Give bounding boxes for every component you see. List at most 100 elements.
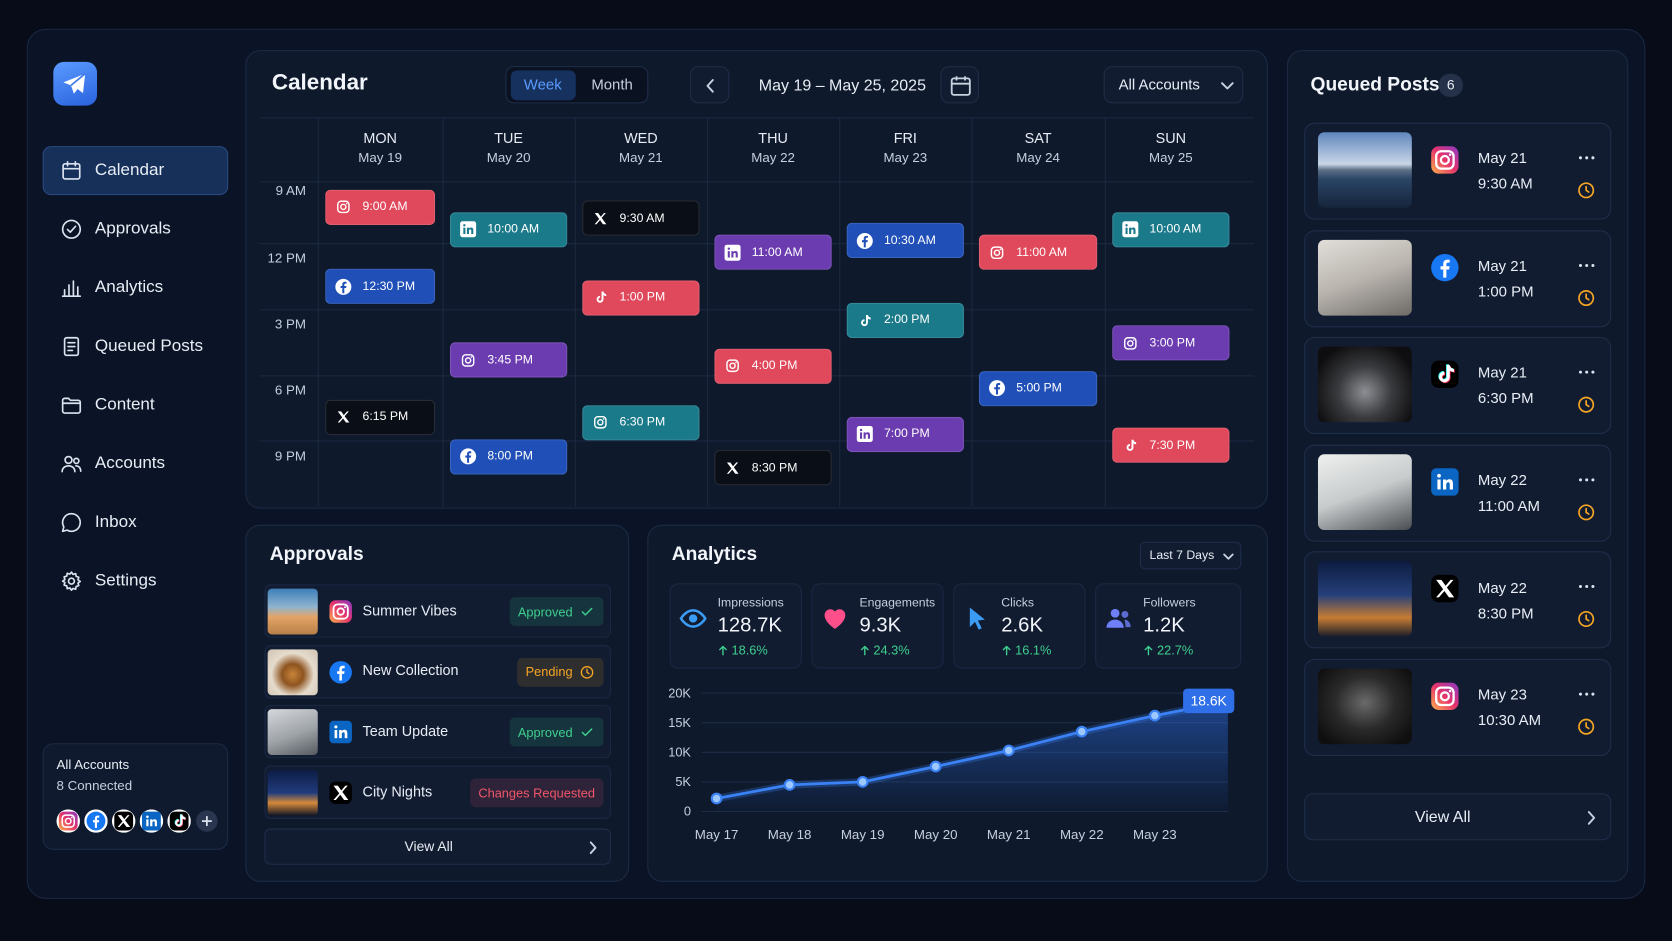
nav-label: Accounts — [94, 454, 166, 473]
account-icon[interactable] — [56, 809, 80, 833]
post-menu-button-part — [1578, 156, 1595, 160]
scheduled-icon — [1576, 287, 1596, 307]
queued-count: 6 — [1438, 73, 1464, 98]
nav-item[interactable] — [42, 146, 229, 196]
stat-value: 1.2K — [1143, 613, 1185, 637]
nav-icon — [60, 569, 83, 592]
post-thumbnail — [1317, 132, 1412, 208]
post-platform-icon-part-part — [1443, 479, 1453, 490]
day-date: May 23 — [883, 150, 928, 166]
event-time: 9:30 AM — [619, 211, 665, 225]
approval-row[interactable] — [264, 584, 612, 638]
post-platform-icon-part — [1431, 253, 1459, 281]
post-date: May 23 — [1477, 685, 1527, 703]
event-platform-icon-part-part — [726, 359, 739, 373]
range-dropdown[interactable] — [1139, 541, 1242, 570]
calendar-event[interactable] — [846, 223, 964, 259]
nav-icon-part — [61, 571, 82, 591]
status-icon-part-part — [586, 668, 590, 674]
date-picker-button-part — [950, 76, 971, 96]
event-platform-icon-part — [337, 200, 350, 214]
calendar-event[interactable] — [978, 234, 1098, 270]
day-name: FRI — [893, 129, 917, 146]
view-week[interactable] — [510, 70, 576, 101]
post-menu-button-part-part — [1585, 370, 1589, 374]
post-menu-button[interactable] — [1576, 469, 1597, 490]
stat-trend-icon-part-part — [1002, 645, 1011, 656]
prev-week-button[interactable] — [689, 66, 730, 104]
add-account-button[interactable] — [195, 809, 218, 832]
post-menu-button[interactable] — [1576, 147, 1597, 168]
calendar-event[interactable] — [1112, 325, 1230, 361]
approval-platform-icon-part — [329, 781, 352, 805]
calendar-grid-line — [442, 117, 444, 507]
calendar-event[interactable] — [714, 348, 832, 384]
event-platform-icon-part — [989, 380, 1006, 397]
event-time: 10:30 AM — [883, 234, 936, 248]
event-platform-icon-part-part — [993, 249, 1001, 256]
stat-change: 16.1% — [1015, 642, 1052, 658]
calendar-event[interactable] — [325, 189, 436, 225]
day-name: WED — [624, 129, 658, 146]
calendar-event[interactable] — [582, 405, 700, 441]
prev-week-button-part — [706, 79, 714, 93]
event-platform-icon — [723, 243, 742, 262]
status-icon — [579, 604, 595, 620]
nav-icon — [60, 511, 83, 534]
approvals-view-all[interactable] — [264, 828, 612, 865]
approval-row[interactable] — [264, 644, 612, 699]
stat-icon-part — [824, 609, 846, 629]
post-menu-button[interactable] — [1576, 254, 1597, 275]
stat-trend-icon-part — [719, 645, 727, 656]
event-platform-icon-part — [461, 353, 475, 367]
approval-platform-icon — [328, 720, 353, 745]
scheduled-icon-part-part — [1578, 396, 1595, 413]
approval-row[interactable] — [264, 705, 612, 759]
post-menu-button-part-part — [1591, 370, 1595, 374]
event-time: 11:00 AM — [751, 245, 803, 259]
post-platform-icon-part — [1431, 468, 1459, 496]
calendar-event[interactable] — [582, 200, 700, 236]
stat-card — [811, 583, 944, 669]
post-menu-button[interactable] — [1576, 684, 1597, 705]
account-icon[interactable] — [84, 809, 108, 833]
post-time: 1:00 PM — [1477, 282, 1534, 300]
event-platform-icon — [459, 220, 478, 239]
post-time: 6:30 PM — [1477, 389, 1534, 407]
account-icon-part — [56, 809, 80, 833]
post-platform-icon-part-part — [1439, 154, 1450, 166]
scheduled-icon — [1576, 395, 1596, 415]
queued-view-all[interactable] — [1304, 793, 1612, 841]
stat-trend-icon — [1142, 644, 1155, 657]
event-platform-icon-part-part — [726, 462, 739, 474]
stat-label: Followers — [1143, 597, 1196, 610]
approval-thumbnail — [267, 588, 318, 635]
nav-icon-part-part-part — [61, 512, 82, 533]
account-filter[interactable] — [1103, 66, 1244, 104]
queued-title: Queued Posts — [1310, 73, 1440, 96]
post-platform-icon-part-part — [1436, 580, 1455, 598]
post-menu-button-part-part — [1585, 478, 1589, 482]
event-platform-icon — [459, 351, 478, 370]
event-platform-icon-part — [861, 314, 871, 326]
date-picker-button-part-part-part — [950, 77, 971, 96]
approval-row[interactable] — [264, 765, 612, 820]
account-icon[interactable] — [167, 809, 191, 833]
logo-part — [63, 73, 86, 94]
post-menu-button-part — [1578, 692, 1595, 696]
status-icon-part — [580, 665, 594, 679]
post-menu-button-part-part — [1591, 478, 1595, 482]
post-date: May 21 — [1477, 256, 1527, 274]
post-menu-button[interactable] — [1576, 362, 1597, 383]
date-picker-button[interactable] — [940, 66, 979, 104]
post-platform-icon-part-part — [1435, 150, 1455, 170]
calendar-event[interactable] — [449, 342, 568, 378]
post-menu-button-part-part — [1585, 156, 1589, 160]
account-icon-part — [167, 809, 191, 833]
post-menu-button[interactable] — [1576, 576, 1597, 597]
logo[interactable] — [53, 61, 98, 106]
account-icon[interactable] — [111, 809, 136, 833]
account-icon[interactable] — [139, 809, 164, 833]
status-icon — [579, 724, 595, 740]
